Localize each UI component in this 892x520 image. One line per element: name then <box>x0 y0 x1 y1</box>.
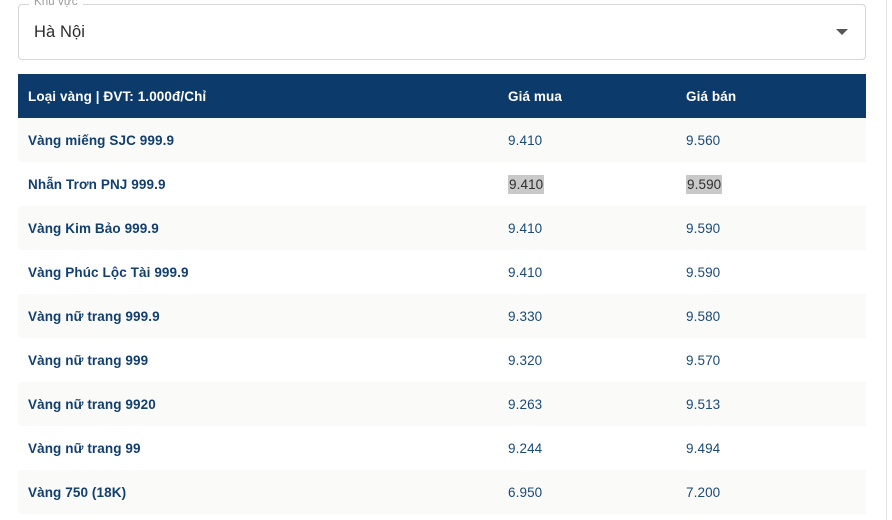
table-row[interactable]: Nhẫn Trơn PNJ 999.9 9.410 9.590 <box>18 162 866 206</box>
sell-price-value: 9.560 <box>686 132 721 148</box>
buy-price-value: 6.950 <box>508 484 543 500</box>
buy-price-value: 9.410 <box>508 220 543 236</box>
column-header-buy-price: Giá mua <box>508 88 562 104</box>
buy-price-value: 9.410 <box>508 132 543 148</box>
buy-price-value: 9.244 <box>508 440 543 456</box>
sell-price-value: 9.590 <box>686 174 723 194</box>
table-row[interactable]: Vàng nữ trang 999 9.320 9.570 <box>18 338 866 382</box>
table-row[interactable]: Vàng Kim Bảo 999.9 9.410 9.590 <box>18 206 866 250</box>
gold-type-link[interactable]: Vàng nữ trang 9920 <box>28 396 156 412</box>
chevron-down-icon[interactable] <box>836 29 848 35</box>
region-select-label: Khu vực <box>29 0 83 9</box>
gold-type-link[interactable]: Vàng 750 (18K) <box>28 484 127 500</box>
table-body: Vàng miếng SJC 999.9 9.410 9.560 Nhẫn Trơn … <box>18 118 866 514</box>
sell-price-value: 9.590 <box>686 220 721 236</box>
table-row[interactable]: Vàng 750 (18K) 6.950 7.200 <box>18 470 866 514</box>
sell-price-value: 7.200 <box>686 484 721 500</box>
column-header-sell-price: Giá bán <box>686 88 737 104</box>
table-row[interactable]: Vàng Phúc Lộc Tài 999.9 9.410 9.590 <box>18 250 866 294</box>
column-header-gold-type: Loại vàng | ĐVT: 1.000đ/Chỉ <box>28 88 207 104</box>
gold-type-link[interactable]: Vàng Kim Bảo 999.9 <box>28 220 159 236</box>
buy-price-value: 9.263 <box>508 396 543 412</box>
sell-price-value: 9.513 <box>686 396 721 412</box>
table-row[interactable]: Vàng nữ trang 9920 9.263 9.513 <box>18 382 866 426</box>
gold-type-link[interactable]: Vàng nữ trang 99 <box>28 440 141 456</box>
gold-type-link[interactable]: Vàng Phúc Lộc Tài 999.9 <box>28 264 189 280</box>
region-select-field[interactable] <box>18 4 866 60</box>
table-row[interactable]: Vàng nữ trang 999.9 9.330 9.580 <box>18 294 866 338</box>
gold-type-link[interactable]: Vàng miếng SJC 999.9 <box>28 132 175 148</box>
buy-price-value: 9.320 <box>508 352 543 368</box>
region-select-value: Hà Nội <box>34 22 86 41</box>
gold-type-link[interactable]: Vàng nữ trang 999 <box>28 352 149 368</box>
gold-type-link[interactable]: Vàng nữ trang 999.9 <box>28 308 160 324</box>
sell-price-value: 9.494 <box>686 440 721 456</box>
gold-type-link[interactable]: Nhẫn Trơn PNJ 999.9 <box>28 176 166 192</box>
table-header-row: Loại vàng | ĐVT: 1.000đ/Chỉ Giá mua Giá … <box>18 74 866 118</box>
table-row[interactable]: Vàng nữ trang 99 9.244 9.494 <box>18 426 866 470</box>
buy-price-value: 9.410 <box>508 174 545 194</box>
buy-price-value: 9.410 <box>508 264 543 280</box>
sell-price-value: 9.580 <box>686 308 721 324</box>
sell-price-value: 9.590 <box>686 264 721 280</box>
region-select[interactable]: Khu vực Hà Nội <box>18 0 866 60</box>
sell-price-value: 9.570 <box>686 352 721 368</box>
page-scrollbar-gutter[interactable] <box>886 0 892 520</box>
gold-price-table: Loại vàng | ĐVT: 1.000đ/Chỉ Giá mua Giá … <box>18 74 866 514</box>
table-row[interactable]: Vàng miếng SJC 999.9 9.410 9.560 <box>18 118 866 162</box>
buy-price-value: 9.330 <box>508 308 543 324</box>
